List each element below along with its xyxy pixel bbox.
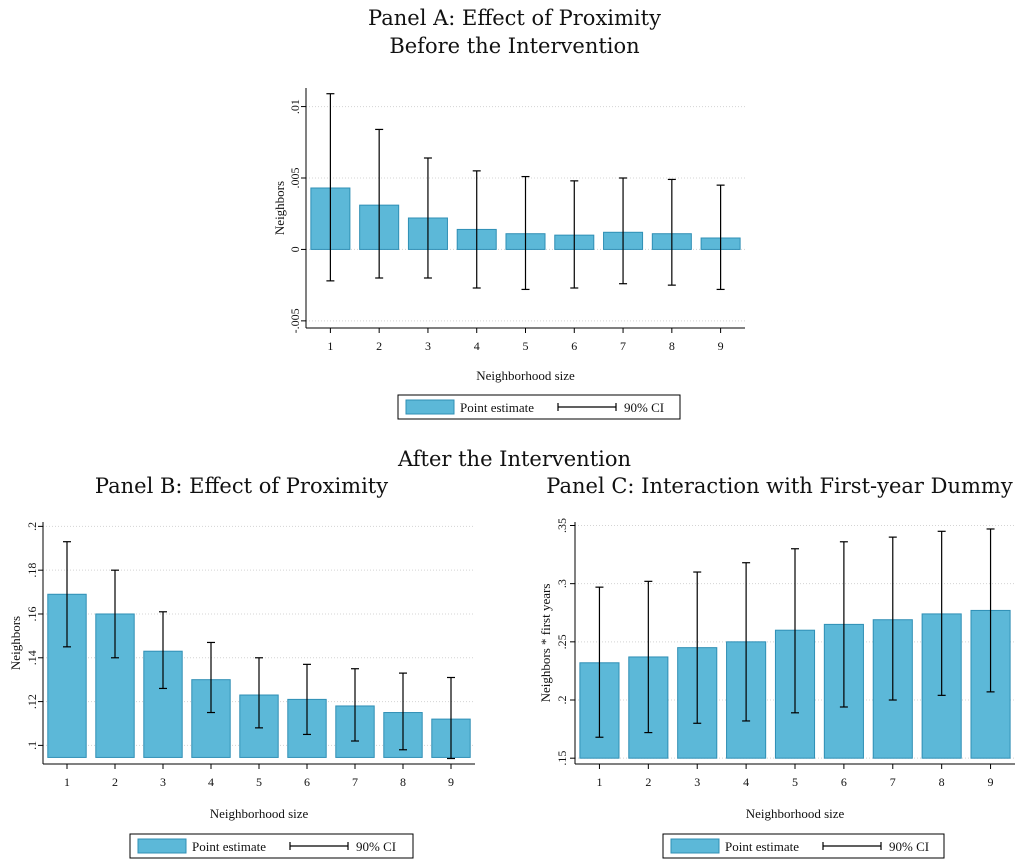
legend-point-label: Point estimate xyxy=(725,839,799,854)
y-tick-label: .2 xyxy=(25,522,39,531)
x-tick-label: 2 xyxy=(112,775,118,789)
y-tick-label: .18 xyxy=(25,563,39,578)
legend-point-label: Point estimate xyxy=(192,839,266,854)
x-tick-label: 9 xyxy=(448,775,454,789)
x-tick-label: 9 xyxy=(988,775,994,789)
y-tick-label: .12 xyxy=(25,694,39,709)
x-tick-label: 7 xyxy=(352,775,358,789)
x-tick-label: 6 xyxy=(304,775,310,789)
x-tick-label: 1 xyxy=(64,775,70,789)
legend-ci-label: 90% CI xyxy=(889,839,929,854)
panel-b-title: Panel B: Effect of Proximity xyxy=(94,474,389,498)
legend-bar-swatch xyxy=(405,399,455,415)
x-axis-title: Neighborhood size xyxy=(210,806,309,821)
x-tick-label: 6 xyxy=(571,339,577,353)
x-tick-label: 5 xyxy=(256,775,262,789)
x-tick-label: 1 xyxy=(327,339,333,353)
y-tick-label: .25 xyxy=(555,634,569,649)
legend-bar-swatch xyxy=(670,838,720,854)
legend-bar-swatch xyxy=(137,838,187,854)
x-tick-label: 4 xyxy=(743,775,749,789)
y-tick-label: .005 xyxy=(288,168,302,189)
x-tick-label: 7 xyxy=(620,339,626,353)
y-tick-label: .16 xyxy=(25,606,39,621)
panel-a-title: Panel A: Effect of Proximity xyxy=(368,6,661,30)
legend-ci-label: 90% CI xyxy=(356,839,396,854)
x-tick-label: 3 xyxy=(160,775,166,789)
y-tick-label: .14 xyxy=(25,650,39,665)
y-tick-label: .3 xyxy=(555,579,569,588)
y-tick-label: .15 xyxy=(555,751,569,766)
x-tick-label: 8 xyxy=(669,339,675,353)
panel-a-subtitle: Before the Intervention xyxy=(389,34,640,58)
x-tick-label: 8 xyxy=(400,775,406,789)
x-tick-label: 4 xyxy=(474,339,480,353)
x-tick-label: 4 xyxy=(208,775,214,789)
x-tick-label: 2 xyxy=(645,775,651,789)
x-axis-title: Neighborhood size xyxy=(746,806,845,821)
x-tick-label: 6 xyxy=(841,775,847,789)
y-tick-label: .01 xyxy=(288,99,302,114)
x-tick-label: 1 xyxy=(596,775,602,789)
y-axis-title: Neighbors * first years xyxy=(538,584,553,703)
y-tick-label: -.005 xyxy=(288,308,302,333)
panel-c-title: Panel C: Interaction with First-year Dum… xyxy=(546,474,1013,498)
y-tick-label: .35 xyxy=(555,518,569,533)
y-tick-label: .2 xyxy=(555,696,569,705)
y-axis-title: Neighbors xyxy=(8,616,23,670)
x-tick-label: 2 xyxy=(376,339,382,353)
x-tick-label: 3 xyxy=(694,775,700,789)
x-tick-label: 8 xyxy=(939,775,945,789)
legend-point-label: Point estimate xyxy=(460,400,534,415)
x-tick-label: 9 xyxy=(718,339,724,353)
x-tick-label: 5 xyxy=(792,775,798,789)
x-tick-label: 5 xyxy=(523,339,529,353)
y-axis-title: Neighbors xyxy=(272,181,287,235)
x-axis-title: Neighborhood size xyxy=(476,368,575,383)
legend-ci-label: 90% CI xyxy=(624,400,664,415)
x-tick-label: 7 xyxy=(890,775,896,789)
y-tick-label: .1 xyxy=(25,741,39,750)
x-tick-label: 3 xyxy=(425,339,431,353)
after-intervention-title: After the Intervention xyxy=(397,447,632,471)
y-tick-label: 0 xyxy=(288,246,302,252)
